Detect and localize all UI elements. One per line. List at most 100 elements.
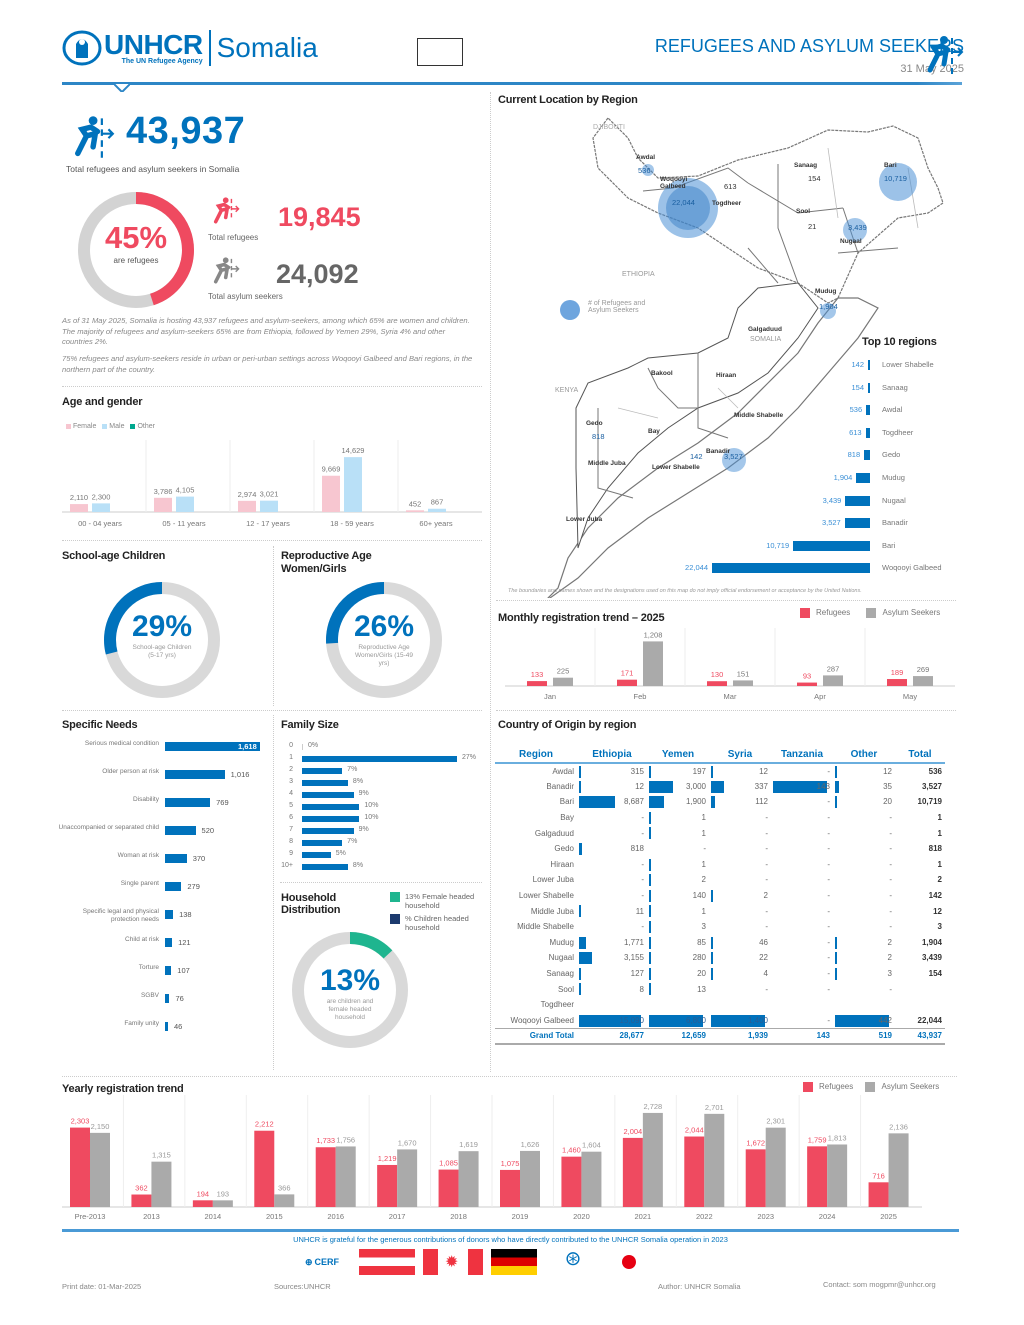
value-cell: - [889,922,892,932]
value-cell: 818 [577,841,647,857]
yearly-bar-asylum [458,1151,479,1207]
age-bar-male [176,496,194,512]
divider [496,710,956,711]
table-row: Galgaduud -1- - -1 [495,825,945,841]
age-bar-label: 9,669 [322,465,341,474]
value-cell: - [641,891,644,901]
column-header: Other [833,747,895,764]
value-cell: 1,900 [647,794,709,810]
grand-total-row: Grand Total 28,677 12,659 1,939 143 519 43,937 [495,1027,945,1045]
monthly-bar-label: 269 [917,665,930,674]
region-cell: Woqooyi Galbeed [510,1015,574,1025]
age-tick-label: 18 - 59 years [330,519,374,528]
total-cell: 1,904 [921,937,942,947]
grand-total-value: 1,939 [709,1027,771,1045]
yearly-bar-asylum [704,1113,725,1207]
footer-rule [62,1229,959,1232]
monthly-bar-label: 225 [557,667,570,676]
value-cell: - [827,828,830,838]
value-cell [833,997,895,1013]
refugee-icon [213,197,240,224]
map-region-name: Awdal [636,154,656,161]
total-cell: 22,044 [917,1015,942,1025]
value-cell: - [889,844,892,854]
refugees-label: Total refugees [208,233,259,242]
table-row: Nugaal 3,155 280 22 -2 3,439 [495,950,945,966]
top10-title: Top 10 regions [862,336,937,348]
map-title: Current Location by Region [498,94,638,106]
yearly-bar-refugees [377,1164,398,1207]
yearly-tick-label: 2019 [512,1212,529,1221]
age-bar-label: 2,110 [70,493,88,502]
map-region-name: Bari [884,162,897,169]
origin-table: Region Ethiopia Yemen Syria Tanzania Other Tot… [495,747,945,1045]
value-cell: - [765,813,768,823]
yearly-bar-asylum [642,1112,663,1207]
value-cell: - [765,922,768,932]
yearly-tick-label: 2016 [327,1212,344,1221]
yearly-bar-label: 1,619 [459,1140,478,1149]
needs-value: 138 [179,910,192,919]
age-bar-label: 452 [409,499,422,508]
donor-austria-flag [359,1249,415,1275]
org-name: UNHCR [104,28,203,60]
yearly-bar-label: 194 [197,1189,210,1198]
total-refugee-icon [75,116,115,158]
monthly-bar-asylum [823,675,843,686]
map-region-name: Woqooyi Galbeed [660,176,688,190]
header-notch [114,84,130,92]
monthly-bar-refugees [527,681,547,686]
yearly-tick-label: 2014 [205,1212,222,1221]
central-somalia-outline [575,282,819,549]
yearly-bar-asylum [581,1151,602,1207]
yearly-bar-refugees [622,1137,643,1207]
map-region-name: Lower Shabelle [652,464,700,471]
map-region-name: Bay [648,428,660,435]
top10-region: Awdal [882,405,903,415]
total-cell: 1 [937,828,942,838]
age-bar-male [260,500,278,512]
cell-bar [835,936,837,949]
monthly-bar-refugees [707,681,727,686]
origin-table-wrap: Region Ethiopia Yemen Syria Tanzania Other Tot… [495,747,955,1045]
cell-bar [835,952,837,965]
yearly-bar-label: 193 [217,1189,230,1198]
value-cell: 3,000 [647,779,709,795]
map-region-name: Middle Juba [588,460,626,467]
value-cell: - [889,813,892,823]
needs-value: 279 [187,882,200,891]
monthly-bar-label: 287 [827,664,840,673]
total-cell: 536 [928,766,942,776]
monthly-tick-label: Feb [634,692,647,701]
yearly-bar-label: 1,219 [378,1154,397,1163]
legend-asylum-swatch [865,1082,876,1092]
household-label: are children and female headed household [326,998,374,1021]
value-cell: - [827,875,830,885]
needs-value: 1,618 [238,742,257,751]
region-cell: Bay [560,813,574,823]
yearly-bar-label: 2,701 [705,1103,724,1112]
monthly-bar-refugees [617,679,637,686]
school-age-donut [104,582,220,698]
yearly-bar-asylum [90,1132,110,1207]
monthly-title: Monthly registration trend – 2025 [498,612,665,624]
family-size-label: 1 [289,754,293,761]
map-region-value: 3,527 [724,452,743,461]
yearly-bar-label: 1,315 [152,1151,171,1160]
total-cell: 12 [933,906,942,916]
needs-label: Woman at risk [117,852,159,859]
map-region-name: Sool [796,208,811,215]
monthly-bar-label: 1,208 [644,630,663,639]
value-cell: - [827,813,830,823]
map-region-value: 21 [808,222,817,231]
column-header: Region [495,747,577,764]
table-row: Middle Shabelle -3- - -3 [495,919,945,935]
cell-bar [579,967,581,980]
cell-bar [835,766,837,778]
cell-bar [579,780,581,793]
yearly-bar-label: 2,136 [889,1122,908,1131]
donut-refugee-arc [78,192,194,308]
value-cell: - [765,984,768,994]
cell-bar [711,952,713,965]
column-header: Tanzania [771,747,833,764]
